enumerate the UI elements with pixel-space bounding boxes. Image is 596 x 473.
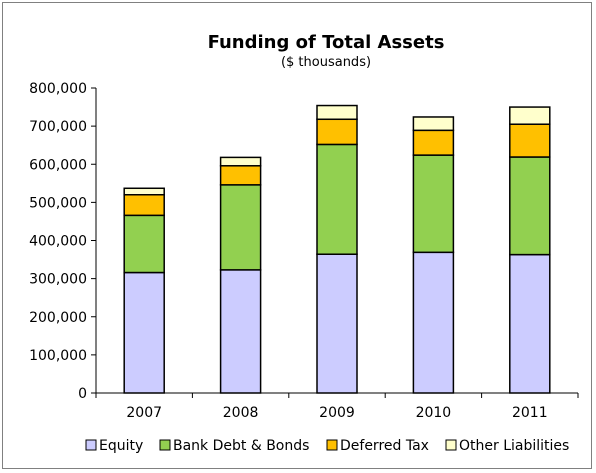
legend-swatch-bank-debt-bonds [159, 439, 171, 451]
y-tick-label: 500,000 [29, 195, 87, 211]
y-tick-label: 400,000 [29, 234, 87, 250]
legend-label-other-liabilities: Other Liabilities [459, 438, 569, 454]
bar-equity-2010 [412, 251, 455, 394]
y-tick-label: 700,000 [29, 119, 87, 135]
bar-other-liabilities-2011 [509, 106, 551, 125]
bar-bank-debt-bonds-2008 [219, 184, 262, 271]
chart-subtitle: ($ thousands) [281, 55, 371, 70]
bar-equity-2011 [509, 253, 551, 394]
legend-swatch-deferred-tax [326, 439, 338, 451]
y-tick-label: 100,000 [29, 348, 87, 364]
bar-deferred-tax-2009 [316, 118, 358, 146]
bar-other-liabilities-2008 [219, 156, 262, 167]
legend-label-bank-debt-bonds: Bank Debt & Bonds [173, 438, 309, 454]
bar-bank-debt-bonds-2011 [509, 156, 551, 256]
chart-title: Funding of Total Assets [208, 32, 445, 53]
bar-deferred-tax-2007 [123, 194, 165, 217]
y-tick-label: 200,000 [29, 310, 87, 326]
legend-label-deferred-tax: Deferred Tax [340, 438, 429, 454]
bar-deferred-tax-2010 [412, 129, 455, 156]
x-tick-label: 2009 [319, 405, 355, 421]
bar-bank-debt-bonds-2007 [123, 214, 165, 274]
bar-equity-2009 [316, 253, 358, 394]
bar-bank-debt-bonds-2010 [412, 154, 455, 254]
bar-deferred-tax-2008 [219, 165, 262, 186]
x-tick-label: 2011 [512, 405, 548, 421]
legend-swatch-equity [85, 439, 97, 451]
bar-deferred-tax-2011 [509, 123, 551, 158]
legend: Equity Bank Debt & Bonds Deferred Tax Other… [85, 438, 569, 454]
y-tick-label: 300,000 [29, 272, 87, 288]
bar-bank-debt-bonds-2009 [316, 143, 358, 255]
y-tick-label: 800,000 [29, 81, 87, 97]
chart-frame [2, 2, 592, 469]
bar-other-liabilities-2007 [123, 187, 165, 196]
bar-equity-2007 [123, 271, 165, 394]
plot-area: 0 100,000 200,000 300,000 400,000 500,000 600,… [29, 81, 579, 421]
x-tick-label: 2008 [223, 405, 259, 421]
bar-equity-2008 [219, 269, 262, 394]
bar-other-liabilities-2009 [316, 104, 358, 121]
x-tick-label: 2007 [126, 405, 162, 421]
legend-label-equity: Equity [99, 438, 143, 454]
bar-other-liabilities-2010 [412, 116, 455, 132]
x-tick-label: 2010 [416, 405, 452, 421]
y-tick-label: 600,000 [29, 157, 87, 173]
legend-swatch-other-liabilities [445, 439, 457, 451]
y-tick-label: 0 [78, 386, 87, 402]
